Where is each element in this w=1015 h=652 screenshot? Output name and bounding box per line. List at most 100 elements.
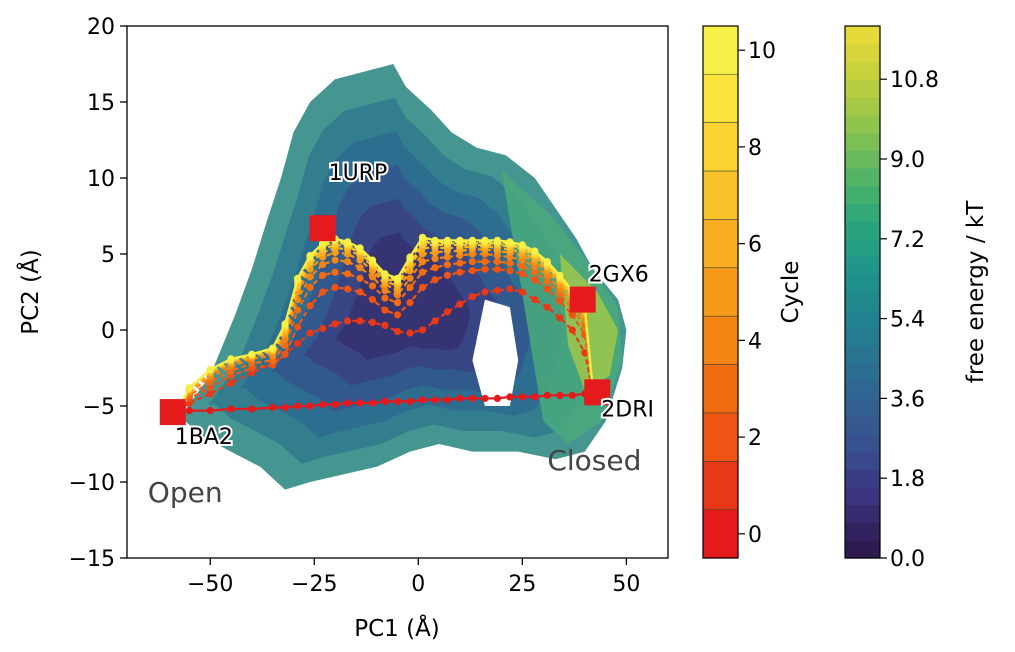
path-point: [281, 403, 289, 412]
path-point: [206, 390, 214, 398]
path-point: [248, 405, 256, 413]
path-point: [406, 299, 414, 307]
colorbar-segment: [845, 167, 880, 187]
path-point: [531, 296, 539, 304]
colorbar-segment: [845, 398, 880, 417]
path-point: [456, 236, 464, 244]
path-point: [356, 274, 364, 282]
path-point: [406, 283, 414, 291]
path-point: [306, 273, 314, 281]
path-point: [356, 317, 364, 325]
path-point: [206, 407, 214, 415]
path-point: [556, 271, 564, 279]
colorbar-segment: [703, 412, 738, 462]
path-point: [518, 288, 526, 296]
y-tick-label: 5: [101, 243, 115, 268]
structure-marker-1urp: [309, 215, 336, 242]
colorbar-segment: [845, 487, 880, 506]
path-point: [418, 258, 427, 266]
y-axis-ticks: −15 −10 −5 0 5 10 15 20: [69, 15, 127, 572]
path-point: [543, 258, 551, 266]
colorbar-segment: [703, 509, 738, 559]
path-point: [506, 267, 514, 275]
path-point: [481, 236, 489, 244]
cycle-colorbar-ticks: 0 2 4 6 8 10: [738, 39, 776, 548]
colorbar-tick-label: 6: [748, 233, 762, 258]
path-point: [456, 300, 464, 308]
path-point: [356, 288, 364, 296]
path-point: [443, 396, 451, 404]
path-point: [518, 270, 526, 278]
path-point: [393, 327, 402, 336]
path-point: [319, 271, 327, 279]
colorbar-segment: [703, 267, 738, 317]
path-point: [331, 320, 339, 328]
colorbar-tick-label: 8: [748, 136, 762, 161]
path-point: [568, 326, 576, 334]
y-tick-label: −10: [69, 471, 115, 496]
colorbar-segment: [845, 292, 880, 311]
path-point: [344, 399, 352, 407]
path-point: [443, 253, 451, 261]
colorbar-segment: [845, 345, 880, 364]
colorbar-segment: [845, 26, 880, 45]
colorbar-segment: [845, 238, 880, 258]
path-point: [294, 340, 302, 348]
cycle-colorbar-label: Cycle: [778, 261, 804, 324]
path-point: [368, 296, 377, 304]
path-point: [431, 255, 439, 263]
colorbar-segment: [845, 185, 880, 204]
energy-colorbar: 0.0 1.8 3.6 5.4 7.2 9.0 10.8 free energy / kT: [844, 25, 989, 572]
path-point: [518, 262, 526, 270]
path-point: [506, 259, 514, 267]
path-point: [443, 308, 451, 316]
path-point: [344, 270, 352, 278]
colorbar-segment: [845, 221, 880, 240]
path-point: [518, 241, 526, 249]
path-point: [294, 323, 302, 331]
path-point: [393, 274, 402, 282]
colorbar-tick-label: 10: [748, 39, 776, 64]
path-point: [368, 256, 377, 264]
path-point: [493, 258, 501, 266]
cycle-colorbar: 0 2 4 6 8 10 Cycle: [702, 25, 804, 559]
path-point: [319, 324, 327, 333]
path-point: [356, 244, 364, 252]
path-point: [368, 282, 377, 290]
colorbar-segment: [703, 171, 738, 221]
x-axis-label: PC1 (Å): [354, 614, 440, 642]
path-point: [269, 344, 277, 352]
path-point: [406, 253, 414, 261]
path-point: [206, 384, 214, 392]
path-point: [531, 393, 539, 401]
path-point: [381, 321, 389, 329]
path-point: [506, 393, 514, 401]
structure-label-2gx6: 2GX6: [589, 263, 649, 288]
y-tick-label: 0: [101, 319, 115, 344]
path-point: [368, 318, 377, 326]
colorbar-segment: [845, 327, 880, 346]
path-point: [468, 293, 476, 301]
path-point: [319, 239, 327, 247]
path-point: [531, 276, 539, 284]
path-point: [306, 251, 314, 260]
path-point: [306, 302, 314, 310]
colorbar-segment: [703, 364, 738, 414]
colorbar-segment: [845, 79, 880, 98]
cycle-colorbar-segments: [703, 26, 738, 559]
structure-label-1ba2: 1BA2: [175, 425, 233, 450]
path-point: [356, 264, 364, 272]
y-tick-label: 20: [87, 15, 115, 40]
colorbar-tick-label: 5.4: [890, 308, 925, 333]
path-point: [468, 236, 476, 244]
cycle-colorbar-frame: [702, 25, 739, 559]
path-point: [331, 268, 339, 276]
energy-empty-region: [472, 299, 519, 406]
x-axis-ticks: −50 −25 0 25 50: [187, 558, 640, 597]
path-point: [431, 317, 439, 325]
path-point: [556, 297, 564, 305]
path-point: [431, 236, 439, 244]
path-point: [531, 247, 539, 255]
path-point: [185, 407, 193, 415]
